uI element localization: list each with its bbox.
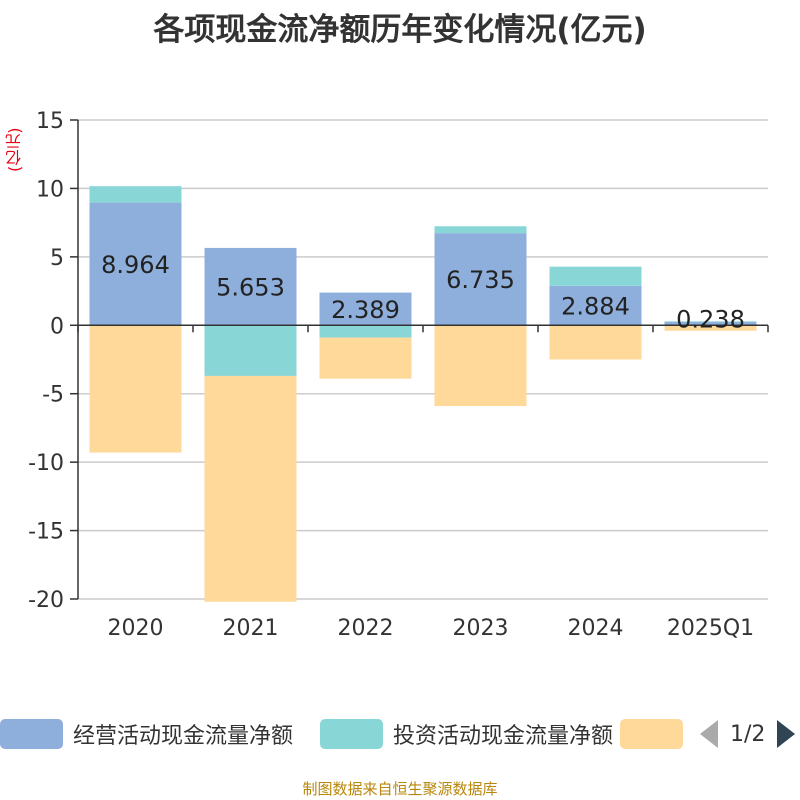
legend-item-financing[interactable] [620,718,683,750]
x-tick-label: 2023 [453,616,509,641]
y-tick-label: -10 [28,451,64,476]
y-tick-label: -20 [28,588,64,613]
bar-series-2-2022[interactable] [319,337,412,379]
bar-series-0-2025Q1[interactable] [664,322,757,326]
legend-swatch-financing [620,719,683,749]
chart-title: 各项现金流净额历年变化情况(亿元) [153,12,647,48]
y-tick-label: -15 [28,520,64,545]
bar-series-1-2025Q1[interactable] [664,321,757,323]
bar-series-0-2024[interactable] [549,285,642,326]
bar-data-label: 6.735 [446,266,515,294]
bar-series-2-2021[interactable] [204,375,297,602]
legend-swatch-operating [0,719,63,749]
bar-series-0-2023[interactable] [434,233,527,326]
bar-data-label: 2.884 [561,293,630,321]
bar-series-0-2022[interactable] [319,292,412,326]
legend: 经营活动现金流量净额 投资活动现金流量净额 1/2 [0,714,800,754]
y-tick-label: 15 [36,109,64,134]
bar-series-0-2021[interactable] [204,247,297,326]
bar-series-1-2024[interactable] [549,266,642,286]
chart-plot: 15 10 5 0 -5 -10 -15 -20 2020 2021 2022 2023 2024 202… [28,109,769,641]
bar-data-label: 2.389 [331,296,400,324]
x-tick-label: 2025Q1 [667,616,754,641]
y-tick-label: 10 [36,177,64,202]
bar-series-1-2022[interactable] [319,325,412,338]
bar-data-label: 8.964 [101,251,170,279]
bar-series-1-2021[interactable] [204,325,297,376]
bar-layer [89,186,757,602]
bar-series-2-2024[interactable] [549,325,642,360]
y-tick-label: 5 [50,246,64,271]
x-tick-label: 2024 [568,616,624,641]
bar-series-1-2020[interactable] [89,186,182,203]
bar-series-1-2023[interactable] [434,226,527,234]
axis-layer: 15 10 5 0 -5 -10 -15 -20 2020 2021 2022 2023 2024 202… [28,109,769,641]
bar-data-label: 0.238 [676,305,745,333]
bar-series-2-2020[interactable] [89,325,182,453]
x-tick-label: 2022 [338,616,394,641]
y-tick-label: 0 [50,314,64,339]
bar-series-2-2025Q1[interactable] [664,325,757,331]
legend-item-investing[interactable]: 投资活动现金流量净额 [320,718,613,750]
data-source-footer: 制图数据来自恒生聚源数据库 [302,780,498,798]
bar-data-label: 5.653 [216,274,285,302]
y-tick-label: -5 [42,383,64,408]
legend-pager: 1/2 [700,718,796,750]
legend-page-indicator: 1/2 [730,721,766,747]
bar-series-0-2020[interactable] [89,202,182,326]
legend-prev-page-icon[interactable] [700,720,718,748]
legend-item-operating[interactable]: 经营活动现金流量净额 [0,718,293,750]
legend-label-investing: 投资活动现金流量净额 [393,724,614,749]
x-tick-label: 2021 [223,616,279,641]
bar-series-2-2023[interactable] [434,325,527,407]
legend-label-operating: 经营活动现金流量净额 [73,724,294,749]
label-layer: 8.964 5.653 2.389 6.735 2.884 0.238 [101,251,745,333]
x-tick-label: 2020 [108,616,164,641]
legend-next-page-icon[interactable] [777,720,796,748]
legend-swatch-investing [320,719,383,749]
